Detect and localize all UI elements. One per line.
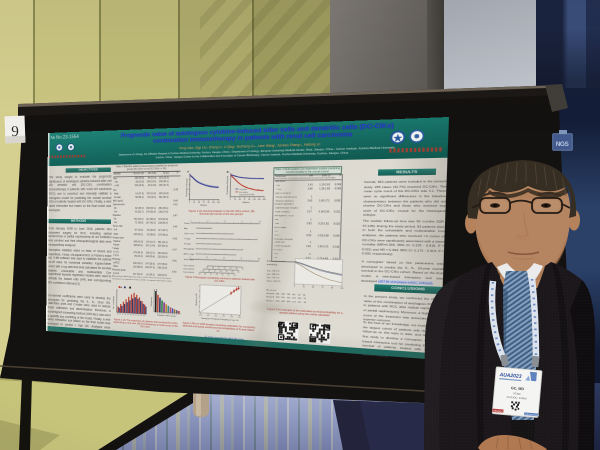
svg-text:AUA2023: AUA2023 xyxy=(498,372,522,380)
svg-text:72: 72 xyxy=(243,199,245,201)
svg-text:9: 9 xyxy=(11,124,19,140)
svg-text:100: 100 xyxy=(257,258,260,260)
svg-text:0.9: 0.9 xyxy=(206,267,208,269)
svg-text:Frequency: Frequency xyxy=(151,297,153,307)
svg-text:24: 24 xyxy=(234,199,236,201)
svg-text:Cycle count: Cycle count xyxy=(184,232,195,236)
svg-text:96: 96 xyxy=(208,202,210,204)
svg-text:96: 96 xyxy=(248,199,250,201)
svg-text:Actual 5-yr OS: Actual 5-yr OS xyxy=(195,292,199,305)
svg-text:24: 24 xyxy=(193,202,195,204)
svg-text:0.9: 0.9 xyxy=(238,317,241,319)
svg-text:NGS: NGS xyxy=(556,141,570,148)
svg-text:PENGGC: PENGGC xyxy=(493,411,503,414)
svg-text:0.6: 0.6 xyxy=(220,271,222,273)
svg-text:No. of patients: No. of patients xyxy=(112,296,115,309)
svg-text:10-yr : 64.8 %: 10-yr : 64.8 % xyxy=(266,280,280,283)
svg-text:96: 96 xyxy=(331,287,333,289)
svg-text:0.6: 0.6 xyxy=(215,315,218,317)
svg-text:168: 168 xyxy=(262,199,265,201)
svg-text:3-yr survival: 3-yr survival xyxy=(183,267,194,271)
svg-text:AJCC stage: AJCC stage xyxy=(184,252,195,256)
svg-text:72: 72 xyxy=(321,287,323,289)
svg-text:A: A xyxy=(187,170,189,173)
svg-text:>4 cycles: >4 cycles xyxy=(239,187,247,190)
svg-text:120: 120 xyxy=(253,199,256,201)
svg-text:B: B xyxy=(156,290,158,292)
svg-text:1-yr : 96.2 %: 1-yr : 96.2 % xyxy=(267,270,280,273)
svg-text:5-yr : 79.1 %: 5-yr : 79.1 % xyxy=(267,277,280,280)
svg-text:0.6: 0.6 xyxy=(224,268,226,270)
svg-text:0.7: 0.7 xyxy=(222,316,225,318)
svg-text:75: 75 xyxy=(240,258,242,260)
svg-text:72: 72 xyxy=(203,202,205,204)
svg-text:Number of the cycles: Number of the cycles xyxy=(157,313,176,317)
svg-text:1-yr survival: 1-yr survival xyxy=(183,264,194,268)
svg-text:144: 144 xyxy=(217,202,220,204)
svg-text:0.4: 0.4 xyxy=(199,314,202,316)
svg-text:0.5: 0.5 xyxy=(207,315,210,317)
svg-text:Group A 235 198 154 10: Group A 235 198 154 101 62 30 xyxy=(266,292,305,297)
svg-text:Age: Age xyxy=(184,227,188,230)
svg-text:B: B xyxy=(227,172,229,174)
svg-text:5-yr survival: 5-yr survival xyxy=(183,270,194,274)
svg-text:48: 48 xyxy=(198,202,200,204)
svg-text:T stage: T stage xyxy=(184,237,191,240)
svg-text:0.7: 0.7 xyxy=(214,271,216,273)
svg-text:120: 120 xyxy=(340,288,343,291)
svg-text:Group C 563 499 398 27: Group C 563 499 398 271 167 81 xyxy=(266,299,306,304)
svg-text:0.5: 0.5 xyxy=(225,271,227,273)
svg-text:Hemoglobin: Hemoglobin xyxy=(184,248,195,250)
svg-text:probability: probability xyxy=(267,263,277,267)
svg-text:0.4: 0.4 xyxy=(231,271,233,273)
svg-text:Log-rank P<0.001: Log-rank P<0.001 xyxy=(239,193,254,197)
svg-text:Estimated survival: Estimated survival xyxy=(267,259,286,263)
svg-text:0: 0 xyxy=(294,286,295,288)
svg-text:Total Points: Total Points xyxy=(184,258,194,262)
svg-text:XUZHOU, CHINA: XUZHOU, CHINA xyxy=(506,395,527,401)
svg-text:75: 75 xyxy=(241,221,243,223)
svg-text:GC, MD: GC, MD xyxy=(511,386,525,391)
svg-text:A: A xyxy=(121,286,123,289)
svg-text:0: 0 xyxy=(190,220,191,222)
svg-text:Nomogram Predicted Probability: Nomogram Predicted Probability of 5-yr O… xyxy=(201,317,239,323)
svg-text:144: 144 xyxy=(257,199,260,201)
svg-text:N stage: N stage xyxy=(184,242,191,245)
svg-text:0.8: 0.8 xyxy=(230,316,233,318)
svg-text:3-yr : 88.4 %: 3-yr : 88.4 % xyxy=(267,274,280,277)
svg-text:50: 50 xyxy=(223,257,225,259)
svg-text:0.9: 0.9 xyxy=(202,270,204,272)
svg-text:Probability of Survival: Probability of Survival xyxy=(225,175,229,194)
svg-text:No. at risk: No. at risk xyxy=(266,288,276,292)
svg-text:50: 50 xyxy=(224,221,226,223)
svg-text:0.3: 0.3 xyxy=(241,268,243,270)
svg-text:0.3: 0.3 xyxy=(233,275,235,277)
svg-text:0: 0 xyxy=(190,257,191,259)
svg-text:PENG: PENG xyxy=(513,391,521,396)
svg-text:0: 0 xyxy=(189,202,190,204)
svg-text:25: 25 xyxy=(206,257,208,259)
svg-text:Group B 328 301 244 17: Group B 328 301 244 170 105 51 xyxy=(266,295,306,300)
svg-text:0.3: 0.3 xyxy=(237,272,239,274)
svg-text:Probability of Survival: Probability of Survival xyxy=(185,178,189,197)
svg-text:48: 48 xyxy=(312,286,314,288)
svg-text:REGISTRANT: REGISTRANT xyxy=(525,413,540,417)
svg-text:Months: Months xyxy=(243,200,250,203)
svg-text:0.8: 0.8 xyxy=(208,271,210,273)
svg-text:24: 24 xyxy=(303,286,305,288)
svg-text:0.8: 0.8 xyxy=(212,267,214,269)
svg-text:0.5: 0.5 xyxy=(230,268,232,270)
svg-text:0-4 cycles: 0-4 cycles xyxy=(239,191,248,193)
svg-text:Points: Points xyxy=(184,221,190,224)
svg-text:Months: Months xyxy=(200,203,207,206)
svg-text:0: 0 xyxy=(230,199,231,201)
svg-text:100: 100 xyxy=(258,221,261,223)
svg-text:48: 48 xyxy=(239,199,241,201)
svg-text:25: 25 xyxy=(207,220,209,222)
svg-text:0.7: 0.7 xyxy=(218,268,220,270)
svg-text:0.4: 0.4 xyxy=(235,268,237,270)
svg-text:120: 120 xyxy=(212,202,215,204)
